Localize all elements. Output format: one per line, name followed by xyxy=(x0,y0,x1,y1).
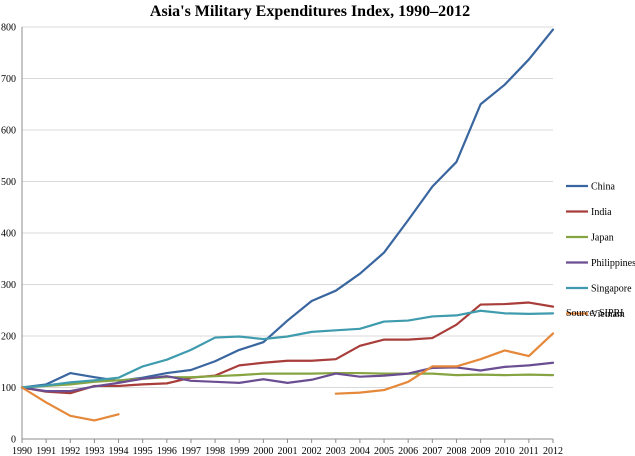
x-tick-label-2008: 2008 xyxy=(446,446,466,456)
series-line-philippines xyxy=(20,361,555,393)
series-line-india xyxy=(20,301,555,395)
y-tick-label-200: 200 xyxy=(1,332,16,343)
y-tick-label-700: 700 xyxy=(1,74,16,85)
series-line-china xyxy=(20,28,555,389)
x-tick-label-2000: 2000 xyxy=(253,446,273,456)
y-tick-label-100: 100 xyxy=(1,383,16,394)
legend-label-vietnam: Vietnam xyxy=(591,309,625,320)
x-tick-label-1998: 1998 xyxy=(205,446,225,456)
series-line-japan xyxy=(20,371,555,389)
series-line-vietnam-1 xyxy=(334,332,555,395)
x-tick-label-2011: 2011 xyxy=(519,446,539,456)
x-tick-label-1996: 1996 xyxy=(157,446,177,456)
x-tick-label-1990: 1990 xyxy=(12,446,32,456)
x-tick-label-1994: 1994 xyxy=(109,446,129,456)
x-tick-label-2007: 2007 xyxy=(422,446,442,456)
y-tick-label-800: 800 xyxy=(1,23,16,34)
y-tick-label-500: 500 xyxy=(1,177,16,188)
y-tick-label-400: 400 xyxy=(1,229,16,240)
x-axis: 1990 1991 1992 1993 1994 1995 1996 1997 1998 1999… xyxy=(12,438,563,456)
x-tick-label-1992: 1992 xyxy=(60,446,80,456)
x-tick-label-1993: 1993 xyxy=(84,446,104,456)
x-tick-label-2005: 2005 xyxy=(374,446,394,456)
grid xyxy=(22,26,553,388)
legend-label-india: India xyxy=(591,207,612,218)
source-note: Source: SIPRI xyxy=(566,308,624,319)
x-tick-label-1999: 1999 xyxy=(229,446,249,456)
legend-label-japan: Japan xyxy=(591,233,614,244)
x-tick-label-2002: 2002 xyxy=(302,446,322,456)
x-tick-label-1997: 1997 xyxy=(181,446,201,456)
y-tick-label-600: 600 xyxy=(1,126,16,137)
legend-label-singapore: Singapore xyxy=(591,284,632,295)
series-lines xyxy=(20,28,555,422)
chart-title: Asia's Military Expenditures Index, 1990… xyxy=(150,3,470,20)
x-tick-label-1991: 1991 xyxy=(36,446,56,456)
x-tick-label-2009: 2009 xyxy=(471,446,491,456)
x-tick-label-1995: 1995 xyxy=(133,446,153,456)
x-tick-label-2006: 2006 xyxy=(398,446,418,456)
x-tick-label-2003: 2003 xyxy=(326,446,346,456)
legend: China India Japan Philippines Singapore Vietn… xyxy=(566,182,635,320)
legend-label-philippines: Philippines xyxy=(591,258,635,269)
y-tick-label-300: 300 xyxy=(1,280,16,291)
legend-label-china: China xyxy=(591,182,615,193)
series-line-singapore xyxy=(20,309,555,389)
x-tick-label-2012: 2012 xyxy=(543,446,563,456)
y-axis: 0 100 200 300 400 500 600 700 800 xyxy=(1,23,23,446)
series-line-vietnam xyxy=(20,386,120,422)
x-tick-label-2010: 2010 xyxy=(495,446,515,456)
x-tick-label-2004: 2004 xyxy=(350,446,370,456)
y-tick-label-0: 0 xyxy=(11,435,16,446)
x-tick-label-2001: 2001 xyxy=(278,446,298,456)
